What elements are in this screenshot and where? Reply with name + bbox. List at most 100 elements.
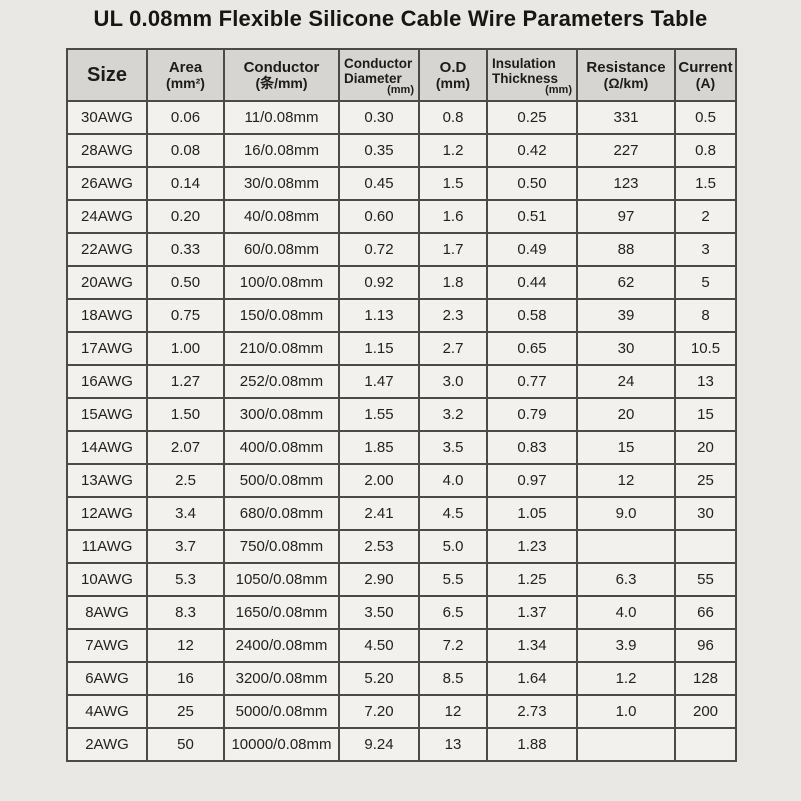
table-row-18awg: 18AWG 0.75 150/0.08mm 1.13 2.3 0.58 39 8	[66, 298, 737, 333]
cell-size: 20AWG	[66, 265, 148, 300]
cell-od: 2.3	[418, 298, 488, 333]
column-unit: (A)	[695, 75, 716, 91]
cell-insulation-thickness: 0.42	[486, 133, 578, 168]
column-header-conductor: Conductor (条/mm)	[223, 48, 340, 102]
cell-area: 8.3	[146, 595, 225, 630]
cell-conductor: 30/0.08mm	[223, 166, 340, 201]
cell-insulation-thickness: 1.64	[486, 661, 578, 696]
cell-conductor: 150/0.08mm	[223, 298, 340, 333]
table-row-26awg: 26AWG 0.14 30/0.08mm 0.45 1.5 0.50 123 1.5	[66, 166, 737, 201]
cell-conductor: 680/0.08mm	[223, 496, 340, 531]
cell-conductor: 300/0.08mm	[223, 397, 340, 432]
cell-insulation-thickness: 0.97	[486, 463, 578, 498]
table-row-7awg: 7AWG 12 2400/0.08mm 4.50 7.2 1.34 3.9 96	[66, 628, 737, 663]
cell-resistance: 88	[576, 232, 676, 267]
cell-conductor: 16/0.08mm	[223, 133, 340, 168]
cell-resistance: 39	[576, 298, 676, 333]
table-row-8awg: 8AWG 8.3 1650/0.08mm 3.50 6.5 1.37 4.0 66	[66, 595, 737, 630]
cell-current: 13	[674, 364, 737, 399]
cell-current: 200	[674, 694, 737, 729]
table-body: 30AWG 0.06 11/0.08mm 0.30 0.8 0.25 331 0.5 28AWG…	[66, 100, 737, 762]
cell-conductor: 40/0.08mm	[223, 199, 340, 234]
cell-conductor-diameter: 3.50	[338, 595, 420, 630]
cell-insulation-thickness: 1.34	[486, 628, 578, 663]
cell-current: 25	[674, 463, 737, 498]
table-row-6awg: 6AWG 16 3200/0.08mm 5.20 8.5 1.64 1.2 128	[66, 661, 737, 696]
cell-size: 10AWG	[66, 562, 148, 597]
cell-conductor-diameter: 2.53	[338, 529, 420, 564]
cell-od: 3.0	[418, 364, 488, 399]
cell-size: 16AWG	[66, 364, 148, 399]
cell-area: 25	[146, 694, 225, 729]
cell-insulation-thickness: 0.77	[486, 364, 578, 399]
cell-conductor: 3200/0.08mm	[223, 661, 340, 696]
table-row-2awg: 2AWG 50 10000/0.08mm 9.24 13 1.88	[66, 727, 737, 762]
cell-area: 0.06	[146, 100, 225, 135]
cell-conductor-diameter: 2.00	[338, 463, 420, 498]
cell-od: 5.0	[418, 529, 488, 564]
cell-conductor-diameter: 9.24	[338, 727, 420, 762]
cell-od: 4.0	[418, 463, 488, 498]
cell-conductor: 11/0.08mm	[223, 100, 340, 135]
cell-current: 1.5	[674, 166, 737, 201]
cell-size: 24AWG	[66, 199, 148, 234]
cell-resistance: 20	[576, 397, 676, 432]
cell-current: 5	[674, 265, 737, 300]
cell-resistance: 12	[576, 463, 676, 498]
cell-area: 16	[146, 661, 225, 696]
cell-size: 18AWG	[66, 298, 148, 333]
table-row-22awg: 22AWG 0.33 60/0.08mm 0.72 1.7 0.49 88 3	[66, 232, 737, 267]
table-row-11awg: 11AWG 3.7 750/0.08mm 2.53 5.0 1.23	[66, 529, 737, 564]
cell-resistance: 3.9	[576, 628, 676, 663]
cell-current: 2	[674, 199, 737, 234]
cell-resistance: 331	[576, 100, 676, 135]
cell-od: 13	[418, 727, 488, 762]
cell-size: 7AWG	[66, 628, 148, 663]
column-unit: (mm²)	[166, 75, 205, 91]
cell-conductor-diameter: 1.13	[338, 298, 420, 333]
cell-area: 2.07	[146, 430, 225, 465]
cell-current: 55	[674, 562, 737, 597]
cell-current: 96	[674, 628, 737, 663]
cell-conductor: 10000/0.08mm	[223, 727, 340, 762]
cell-current: 15	[674, 397, 737, 432]
column-header-od: O.D (mm)	[418, 48, 488, 102]
cell-conductor-diameter: 0.45	[338, 166, 420, 201]
cell-od: 2.7	[418, 331, 488, 366]
cell-area: 0.33	[146, 232, 225, 267]
cell-current: 8	[674, 298, 737, 333]
cell-area: 1.27	[146, 364, 225, 399]
cell-size: 2AWG	[66, 727, 148, 762]
cell-area: 12	[146, 628, 225, 663]
column-title: Insulation Thickness	[492, 55, 559, 86]
cell-size: 26AWG	[66, 166, 148, 201]
cell-resistance: 227	[576, 133, 676, 168]
column-unit: (条/mm)	[255, 75, 308, 91]
cell-resistance: 30	[576, 331, 676, 366]
cell-area: 0.08	[146, 133, 225, 168]
column-unit: (mm)	[435, 75, 471, 91]
column-title: Resistance	[586, 59, 666, 76]
cell-size: 22AWG	[66, 232, 148, 267]
cell-insulation-thickness: 0.50	[486, 166, 578, 201]
cell-resistance: 15	[576, 430, 676, 465]
cell-insulation-thickness: 0.58	[486, 298, 578, 333]
cell-size: 17AWG	[66, 331, 148, 366]
column-title: Conductor	[243, 59, 320, 76]
table-row-24awg: 24AWG 0.20 40/0.08mm 0.60 1.6 0.51 97 2	[66, 199, 737, 234]
cell-conductor-diameter: 1.85	[338, 430, 420, 465]
wire-parameters-table: Size Area (mm²) Conductor (条/mm) Conductor Di…	[66, 48, 737, 762]
cell-size: 6AWG	[66, 661, 148, 696]
cell-resistance: 1.2	[576, 661, 676, 696]
cell-od: 1.8	[418, 265, 488, 300]
column-unit: (Ω/km)	[603, 75, 649, 91]
column-title: O.D	[439, 59, 467, 76]
column-header-conductor-diameter: Conductor Diameter (mm)	[338, 48, 420, 102]
cell-insulation-thickness: 0.79	[486, 397, 578, 432]
cell-area: 50	[146, 727, 225, 762]
table-row-14awg: 14AWG 2.07 400/0.08mm 1.85 3.5 0.83 15 20	[66, 430, 737, 465]
cell-od: 0.8	[418, 100, 488, 135]
cell-conductor-diameter: 0.35	[338, 133, 420, 168]
cell-current: 0.8	[674, 133, 737, 168]
